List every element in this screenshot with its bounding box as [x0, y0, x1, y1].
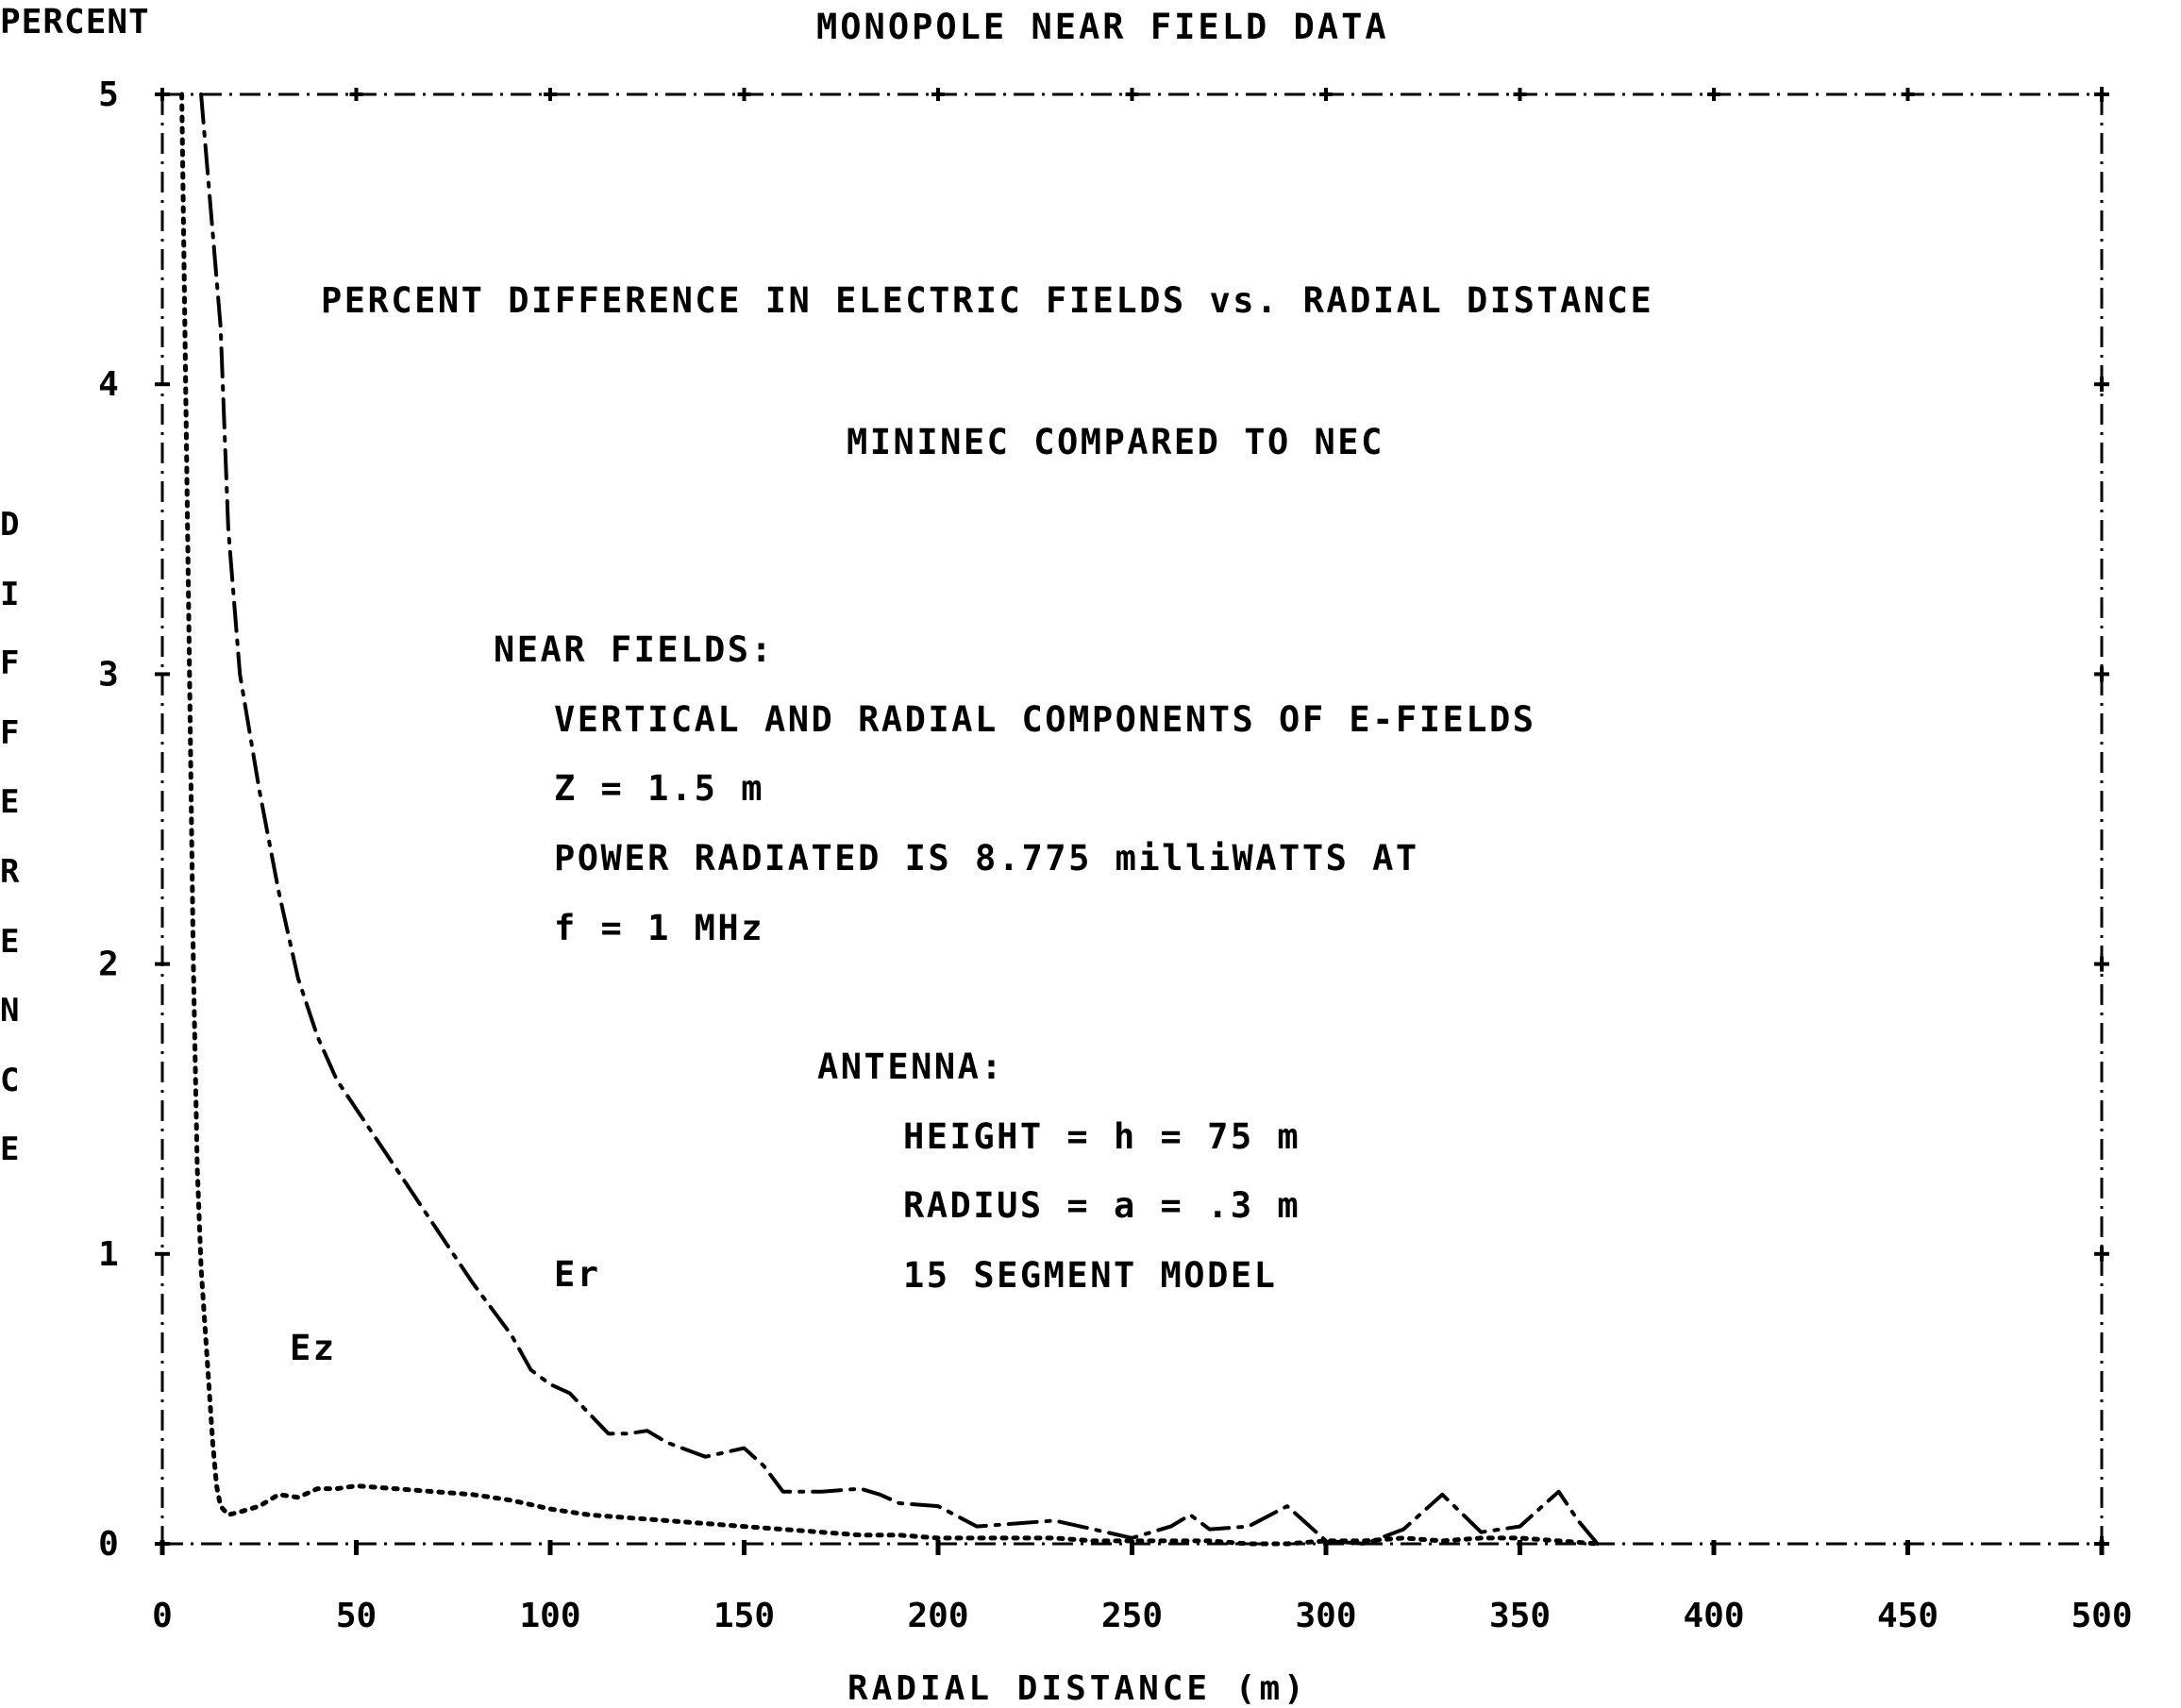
x-tick-label: 250 — [1101, 1597, 1163, 1635]
y-axis-label-letter: F — [0, 645, 20, 683]
y-axis-label-letter: R — [0, 852, 20, 891]
x-tick-label: 200 — [907, 1597, 968, 1635]
x-tick-label: 450 — [1877, 1597, 1938, 1635]
y-tick-label: 0 — [98, 1525, 119, 1564]
series-line-ez — [179, 92, 1601, 1547]
near-fields-components: VERTICAL AND RADIAL COMPONENTS OF E-FIEL… — [554, 699, 1536, 740]
antenna-height: HEIGHT = h = 75 m — [903, 1116, 1301, 1157]
y-axis-label-letter: F — [0, 713, 20, 752]
series-label-er: Er — [554, 1254, 601, 1295]
y-axis-label-letter: E — [0, 922, 20, 961]
near-fields-heading: NEAR FIELDS: — [494, 629, 775, 670]
near-fields-height: Z = 1.5 m — [554, 768, 764, 809]
y-axis-label: D I F F E R E N C E — [0, 491, 38, 1185]
y-tick-label: 2 — [98, 946, 119, 984]
x-tick-label: 100 — [519, 1597, 580, 1635]
y-tick-label: 4 — [98, 365, 119, 404]
y-axis-unit-label: PERCENT — [0, 3, 150, 42]
y-tick-label: 3 — [98, 655, 119, 694]
x-tick-label: 0 — [152, 1597, 173, 1635]
series-label-ez: Ez — [290, 1328, 337, 1368]
y-axis-label-letter: N — [0, 992, 20, 1030]
antenna-heading: ANTENNA: — [817, 1047, 1005, 1087]
y-axis-label-letter: I — [0, 575, 20, 613]
x-tick-label: 400 — [1683, 1597, 1744, 1635]
x-tick-label: 500 — [2071, 1597, 2132, 1635]
x-tick-label: 350 — [1489, 1597, 1551, 1635]
y-axis-label-letter: E — [0, 783, 20, 822]
x-tick-label: 300 — [1295, 1597, 1356, 1635]
y-axis-label-letter: D — [0, 506, 20, 544]
near-fields-power: POWER RADIATED IS 8.775 milliWATTS AT — [554, 838, 1419, 879]
y-axis-label-letter: C — [0, 1061, 20, 1099]
antenna-radius: RADIUS = a = .3 m — [903, 1185, 1301, 1226]
x-tick-label: 150 — [713, 1597, 775, 1635]
x-axis-label: RADIAL DISTANCE (m) — [847, 1669, 1308, 1708]
near-fields-frequency: f = 1 MHz — [554, 908, 764, 948]
x-tick-label: 50 — [336, 1597, 377, 1635]
chart-title: MONOPOLE NEAR FIELD DATA — [816, 7, 1389, 47]
y-tick-label: 1 — [98, 1235, 119, 1274]
y-tick-label: 5 — [98, 75, 119, 114]
tick-labels: 0 50 100 150 200 250 300 350 400 450 500 0 1 2 3 4 5 — [98, 75, 2132, 1635]
chart-subtitle: PERCENT DIFFERENCE IN ELECTRIC FIELDS vs… — [321, 280, 1654, 321]
series-lines — [179, 92, 1601, 1547]
comparison-label: MININEC COMPARED TO NEC — [847, 422, 1384, 462]
y-axis-label-letter: E — [0, 1130, 20, 1169]
antenna-segments: 15 SEGMENT MODEL — [903, 1255, 1278, 1296]
axis-ticks — [155, 87, 2109, 1555]
